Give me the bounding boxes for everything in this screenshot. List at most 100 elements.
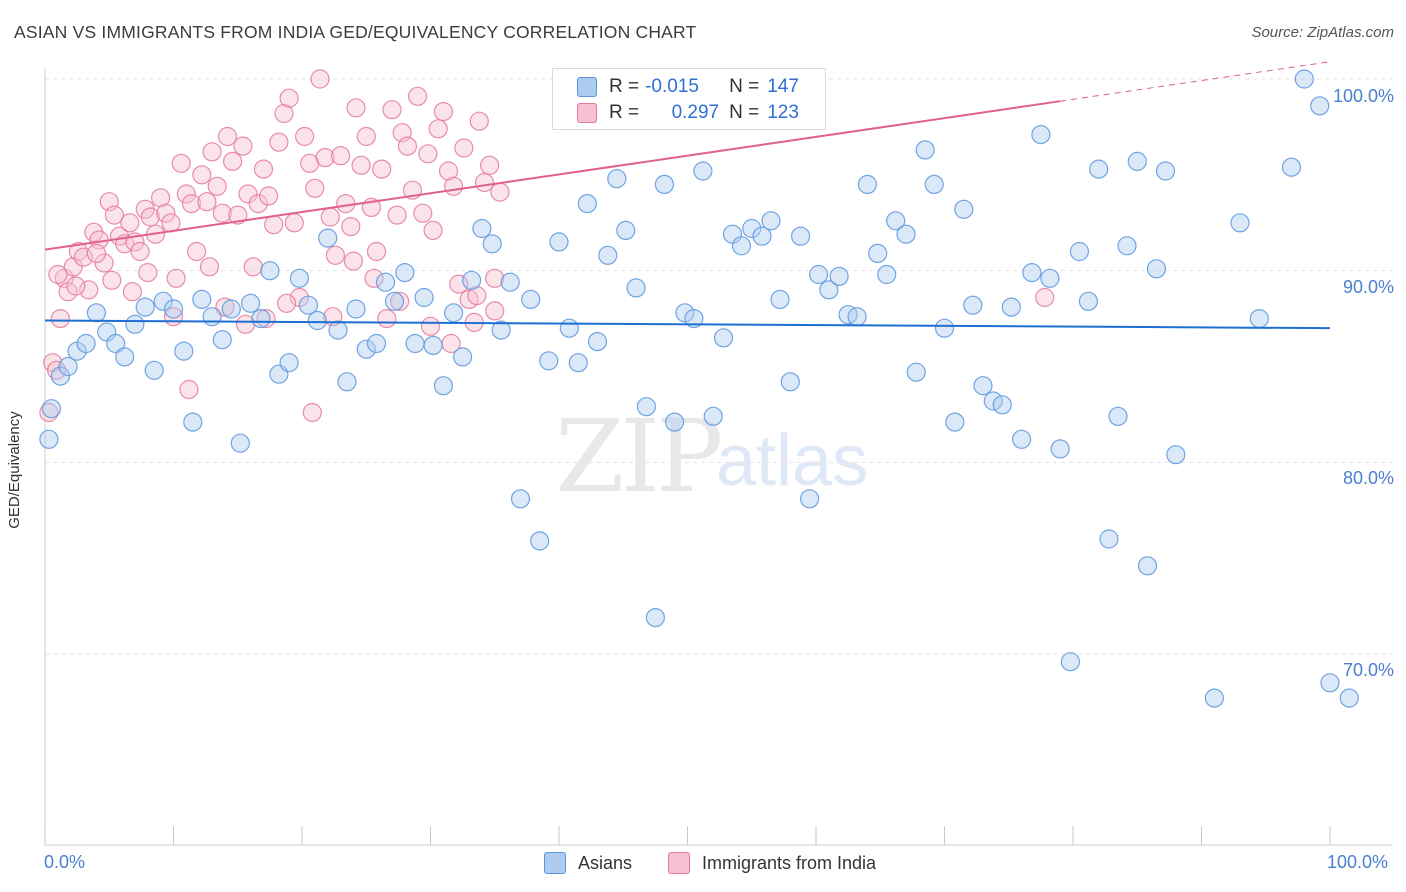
- asians-point: [530, 531, 550, 551]
- india-point: [199, 257, 220, 277]
- asians-point: [963, 295, 983, 315]
- india-point: [94, 253, 114, 273]
- asians-point: [693, 161, 713, 181]
- asians-point: [954, 199, 974, 219]
- india-point: [140, 207, 160, 227]
- asians-point: [1078, 291, 1099, 311]
- asians-point: [626, 278, 646, 298]
- india-point: [130, 241, 150, 262]
- asians-point: [886, 211, 906, 231]
- india-point: [238, 184, 258, 204]
- series-legend: Asians Immigrants from India: [0, 852, 1406, 878]
- axes: [44, 68, 1392, 846]
- india-point: [269, 132, 289, 152]
- india-point: [171, 153, 191, 173]
- n-value-india: 123: [767, 102, 799, 123]
- india-point: [256, 309, 276, 329]
- asians-point: [549, 232, 569, 252]
- asians-point: [192, 289, 212, 309]
- india-point: [351, 155, 371, 175]
- asians-point: [1310, 96, 1330, 116]
- india-point: [104, 205, 125, 225]
- asians-point: [405, 333, 425, 354]
- asians-point: [414, 287, 434, 308]
- asians-point: [645, 607, 666, 628]
- india-legend-swatch: [668, 852, 690, 874]
- india-point: [187, 241, 207, 262]
- asians-point: [616, 220, 636, 240]
- asians-point: [50, 366, 71, 386]
- india-point: [197, 192, 217, 212]
- asians-point: [1040, 268, 1060, 288]
- india-point: [66, 276, 86, 296]
- asians-point: [598, 245, 618, 265]
- asians-trend-line: [44, 319, 1331, 330]
- india-point: [50, 309, 71, 329]
- india-point: [212, 203, 232, 223]
- india-point: [202, 142, 222, 162]
- india-point: [418, 144, 438, 164]
- legend-item-asians[interactable]: Asians: [544, 852, 632, 874]
- india-point: [305, 178, 325, 198]
- asians-point: [829, 266, 849, 286]
- india-point: [228, 205, 248, 225]
- india-point: [248, 194, 268, 214]
- asians-point: [395, 263, 415, 283]
- india-point: [397, 136, 417, 156]
- asians-point: [366, 333, 387, 354]
- india-point: [279, 88, 299, 108]
- asians-point: [86, 303, 107, 323]
- asians-point: [703, 406, 723, 426]
- y-tick-label-90: 90.0%: [1342, 277, 1394, 297]
- asians-point: [636, 397, 657, 417]
- india-point: [102, 270, 122, 290]
- asians-point: [896, 224, 916, 244]
- legend-label-india: Immigrants from India: [702, 852, 877, 873]
- asians-point: [1011, 429, 1032, 449]
- india-point: [176, 184, 196, 204]
- asians-point: [906, 362, 926, 382]
- y-axis-label: GED/Equivalency: [6, 411, 23, 529]
- asians-point: [375, 272, 396, 292]
- india-point: [413, 203, 433, 223]
- asians-point: [808, 264, 829, 285]
- asians-point: [924, 174, 944, 194]
- asians-point: [731, 236, 752, 256]
- india-swatch: [577, 103, 597, 123]
- asians-point: [1031, 125, 1051, 145]
- asians-point: [1249, 309, 1269, 329]
- india-point: [444, 176, 464, 196]
- asians-point: [174, 341, 194, 361]
- asians-point: [857, 174, 878, 194]
- india-point: [277, 293, 297, 313]
- legend-label-asians: Asians: [578, 852, 633, 873]
- asians-point: [433, 376, 453, 396]
- asians-point: [1155, 161, 1176, 181]
- asians-point: [163, 299, 184, 319]
- legend-item-india[interactable]: Immigrants from India: [668, 852, 876, 874]
- asians-point: [1089, 159, 1109, 179]
- asians-point: [279, 353, 299, 373]
- legend-row-asians: R = -0.015 N = 147: [577, 75, 799, 99]
- asians-swatch: [577, 77, 597, 97]
- asians-point: [500, 272, 520, 292]
- india-point: [356, 126, 376, 147]
- asians-point: [868, 243, 888, 263]
- asians-point: [289, 268, 309, 288]
- asians-point: [39, 429, 59, 449]
- india-point: [408, 86, 428, 106]
- india-point: [253, 159, 274, 179]
- asians-point: [260, 261, 280, 281]
- india-point: [372, 159, 392, 179]
- india-point: [387, 205, 407, 225]
- asians-point: [973, 376, 993, 396]
- asians-point: [1099, 529, 1119, 549]
- asians-point: [230, 433, 250, 453]
- asians-point: [684, 309, 704, 329]
- asians-point: [1166, 445, 1186, 465]
- asians-point: [1146, 259, 1167, 279]
- asians-series-points: [39, 69, 1359, 708]
- india-trend-line: [44, 100, 1061, 251]
- asians-point: [1339, 688, 1359, 708]
- legend-row-india: R = 0.297 N = 123: [577, 101, 799, 125]
